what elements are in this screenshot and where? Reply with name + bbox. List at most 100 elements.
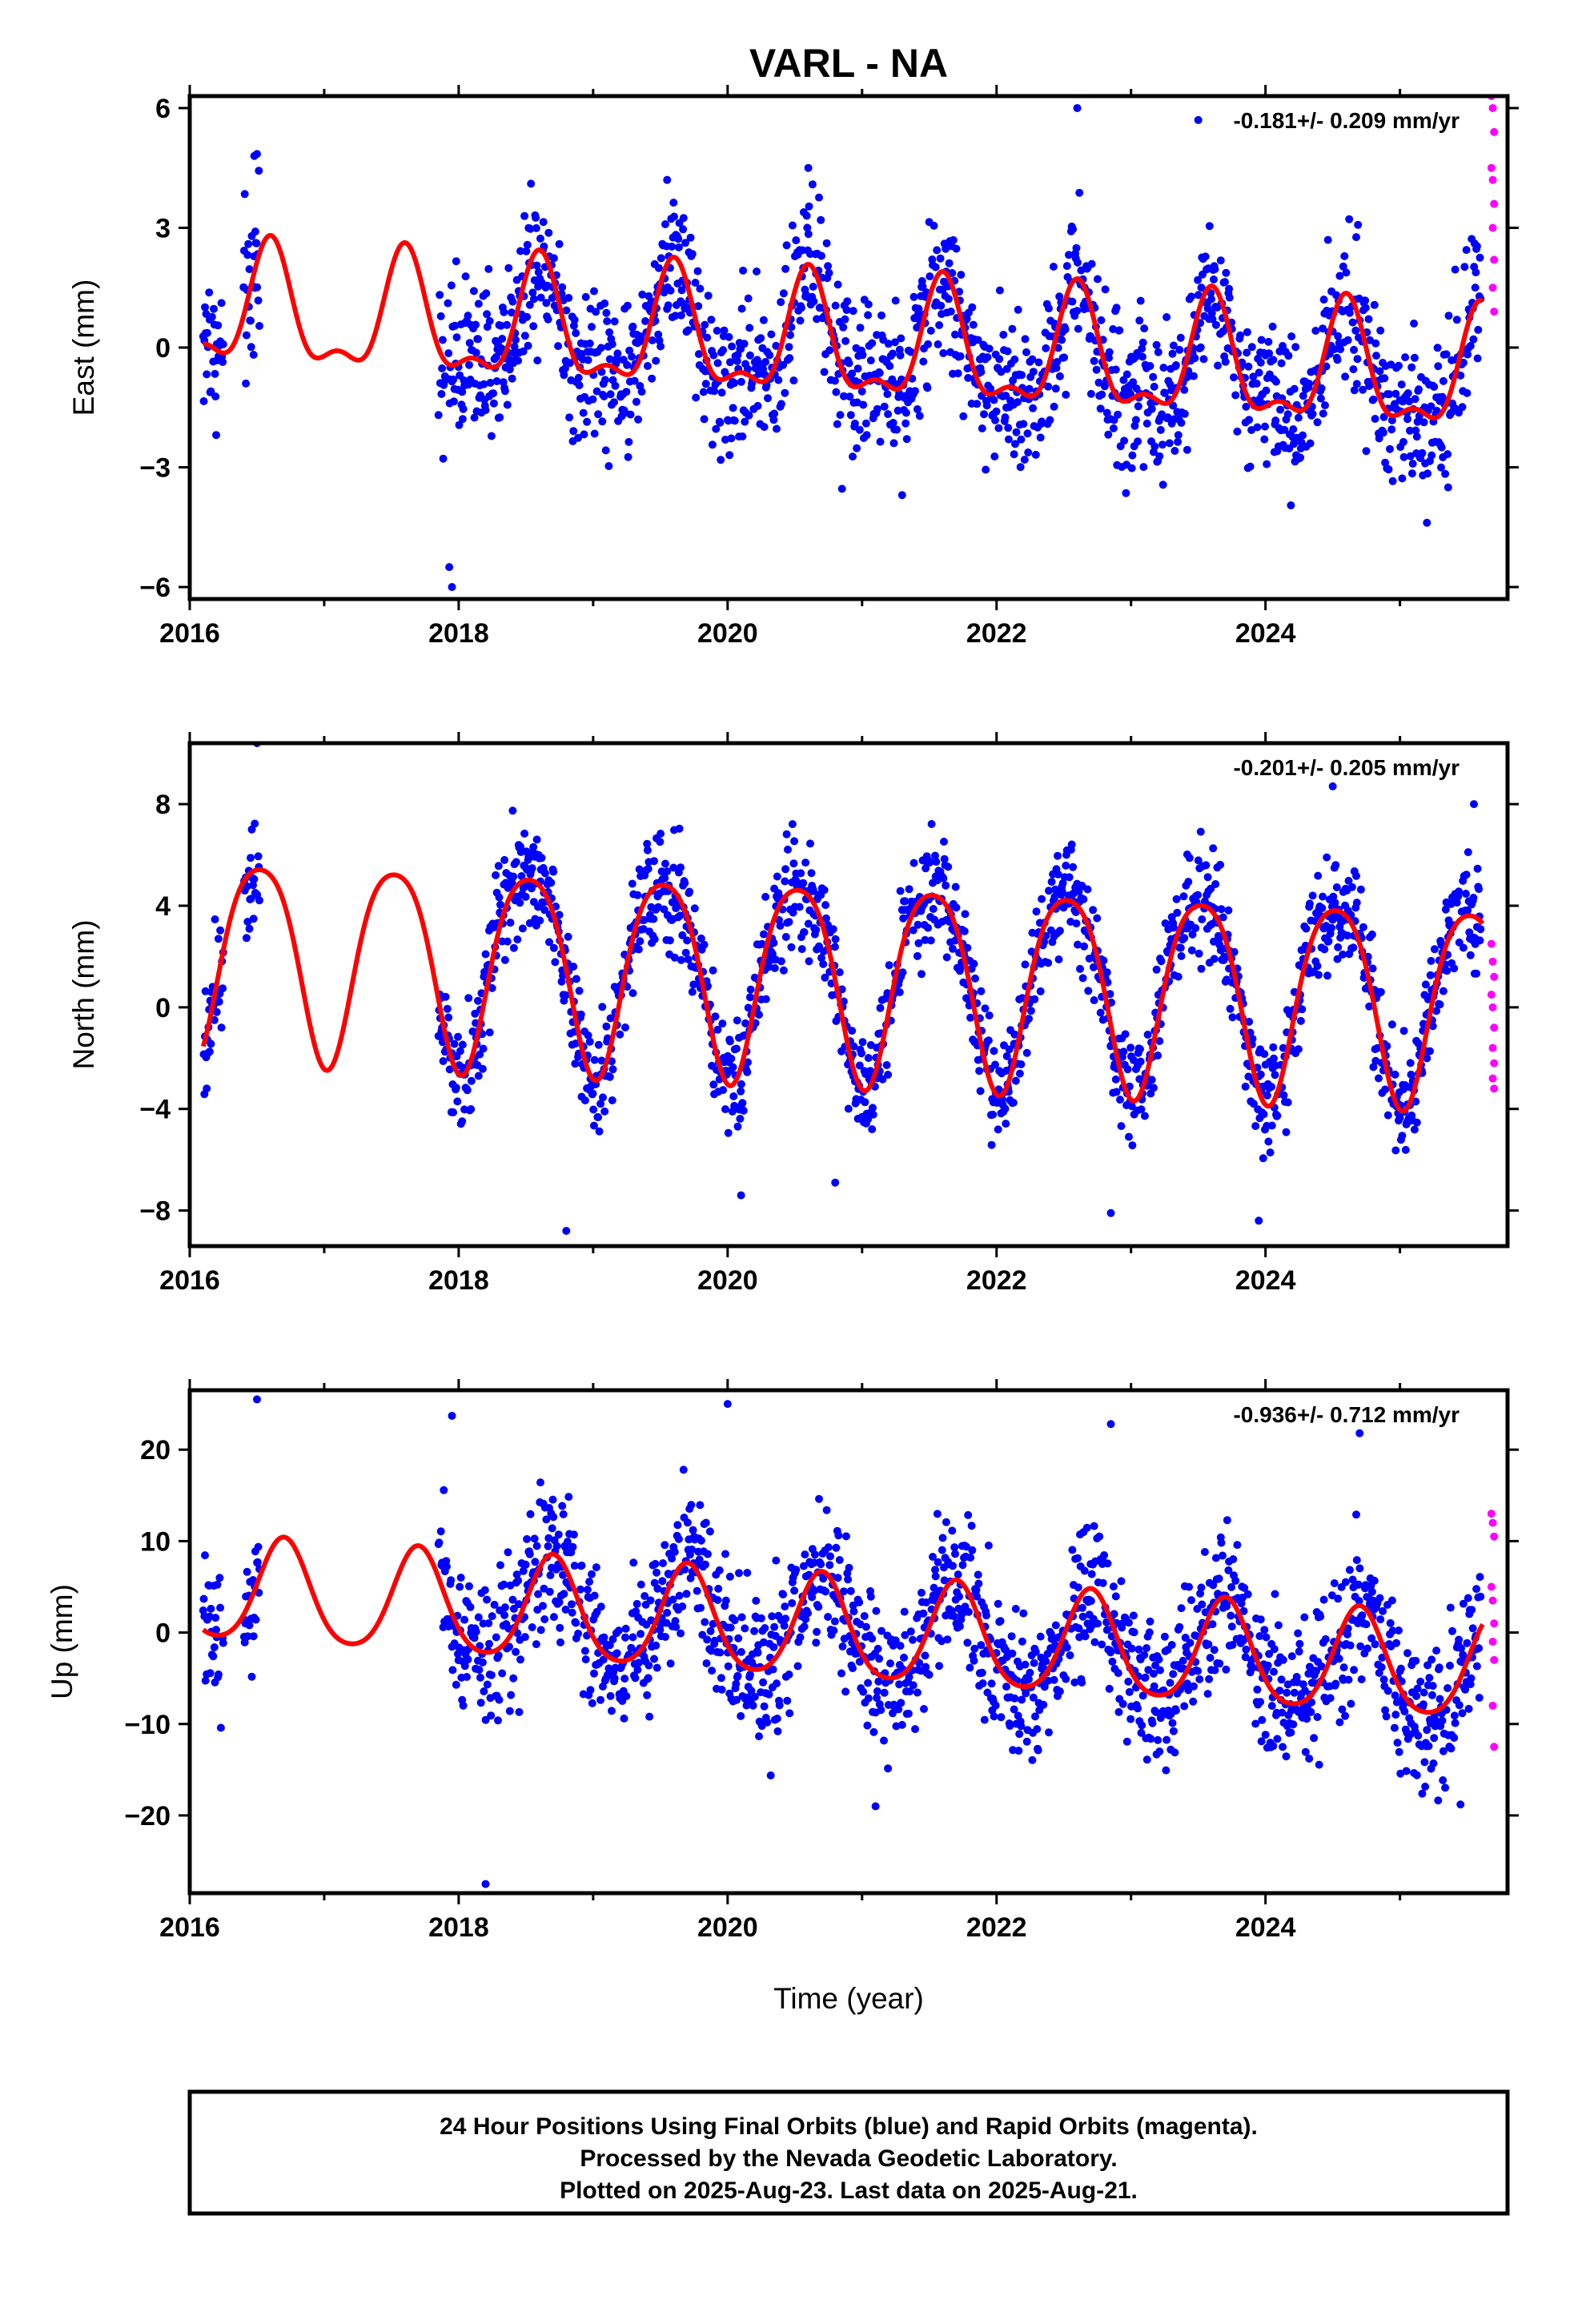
north-point — [939, 874, 948, 883]
east-point — [602, 308, 611, 317]
figure-title: VARL - NA — [749, 41, 948, 86]
east-point — [1031, 450, 1040, 459]
up-point — [909, 1635, 917, 1644]
up-point — [1382, 1712, 1391, 1721]
up-point — [500, 1610, 509, 1619]
east-point — [1473, 354, 1482, 363]
east-point — [808, 180, 817, 189]
up-point — [1456, 1800, 1465, 1809]
east-point — [669, 199, 678, 207]
north-point — [1406, 1059, 1415, 1068]
east-point — [760, 423, 769, 432]
north-point — [1427, 956, 1435, 965]
east-point — [600, 392, 608, 400]
north-rapid-point — [1488, 957, 1497, 966]
up-point — [652, 1568, 661, 1577]
north-point — [981, 1004, 990, 1013]
up-point — [1432, 1647, 1441, 1655]
up-point — [822, 1506, 831, 1514]
east-point — [1305, 380, 1314, 388]
north-point — [1065, 873, 1074, 882]
east-point — [745, 351, 754, 360]
up-point — [716, 1648, 725, 1657]
east-point — [733, 356, 741, 365]
east-point — [701, 380, 710, 388]
up-point — [780, 1622, 789, 1630]
up-point — [1175, 1622, 1184, 1631]
east-point — [1140, 324, 1149, 333]
up-point — [770, 1622, 779, 1631]
east-point — [1290, 384, 1299, 393]
north-point — [467, 1105, 476, 1113]
east-point — [251, 227, 259, 236]
up-point — [1181, 1634, 1190, 1642]
up-point — [674, 1534, 683, 1543]
east-point — [1375, 367, 1384, 376]
up-point — [634, 1659, 643, 1667]
north-point — [1017, 1060, 1026, 1068]
east-point — [1352, 233, 1360, 242]
north-point — [1080, 942, 1089, 951]
up-point — [713, 1596, 722, 1604]
up-point — [1145, 1628, 1154, 1637]
north-point — [492, 870, 500, 879]
up-point — [1068, 1546, 1077, 1554]
up-point — [661, 1541, 669, 1550]
up-point — [1468, 1606, 1476, 1614]
up-point — [1125, 1687, 1134, 1696]
north-point — [549, 867, 558, 876]
north-point — [628, 989, 637, 998]
up-rapid-point — [1488, 1638, 1497, 1646]
up-point — [701, 1560, 709, 1569]
north-point — [1250, 1100, 1258, 1108]
north-rate-annotation: -0.201+/- 0.205 mm/yr — [1233, 755, 1460, 780]
up-point — [1211, 1666, 1219, 1675]
up-point — [1362, 1620, 1371, 1629]
east-point — [664, 301, 673, 310]
up-point — [677, 1629, 685, 1638]
north-point — [684, 955, 693, 963]
up-point — [1458, 1709, 1467, 1718]
east-point — [1222, 268, 1231, 277]
up-point — [930, 1583, 938, 1592]
up-point — [1028, 1755, 1037, 1764]
north-point — [868, 1125, 877, 1134]
north-point — [540, 906, 549, 915]
up-point — [644, 1674, 652, 1683]
north-point — [1084, 987, 1093, 995]
east-point — [584, 356, 592, 364]
north-point — [1174, 972, 1182, 981]
east-point — [720, 326, 729, 335]
up-point — [1018, 1695, 1026, 1704]
east-point — [503, 400, 512, 409]
up-point — [590, 1591, 599, 1600]
north-point — [1381, 1085, 1390, 1094]
north-point — [203, 1084, 211, 1093]
east-point — [1398, 474, 1407, 483]
up-point — [481, 1880, 490, 1888]
up-point — [1341, 1711, 1350, 1720]
up-point — [1114, 1707, 1123, 1716]
north-point — [595, 1127, 604, 1136]
up-point — [915, 1659, 924, 1667]
up-point — [1168, 1719, 1177, 1727]
east-point — [1029, 404, 1038, 412]
up-point — [1352, 1510, 1360, 1519]
up-point — [968, 1546, 977, 1554]
north-point — [677, 955, 685, 964]
up-point — [670, 1547, 679, 1556]
up-point — [214, 1670, 223, 1679]
north-point — [835, 968, 844, 977]
north-point — [1476, 925, 1485, 934]
east-point — [1290, 440, 1298, 448]
north-point — [594, 1040, 603, 1049]
up-point — [606, 1691, 615, 1700]
up-point — [1106, 1648, 1115, 1657]
east-point — [1388, 476, 1397, 485]
north-point — [761, 892, 770, 901]
east-point — [1410, 320, 1419, 328]
up-point — [1146, 1735, 1155, 1743]
up-point — [1344, 1675, 1353, 1684]
east-point — [883, 390, 892, 399]
north-point — [1154, 1051, 1162, 1059]
